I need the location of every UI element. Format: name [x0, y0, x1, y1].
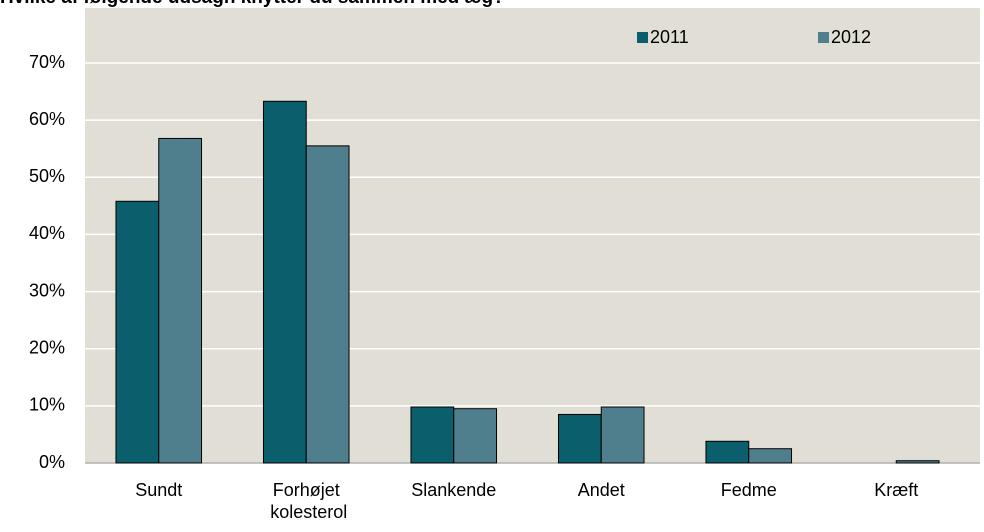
x-tick-label: Andet: [578, 480, 625, 500]
legend-label: 2012: [831, 27, 871, 47]
bar: [453, 408, 498, 464]
bar: [705, 440, 750, 464]
y-tick-label: 70%: [29, 52, 65, 72]
bar: [115, 200, 160, 464]
legend-swatch: [818, 32, 829, 43]
x-tick-label: Sundt: [135, 480, 182, 500]
y-tick-label: 50%: [29, 166, 65, 186]
legend-label: 2011: [650, 27, 689, 47]
y-tick-label: 60%: [29, 109, 65, 129]
chart-title: Hvilke af følgende udsagn knytter du sam…: [0, 0, 505, 8]
x-tick-label: Slankende: [411, 480, 496, 500]
legend-swatch: [637, 32, 648, 43]
bar: [600, 406, 645, 464]
y-tick-label: 40%: [29, 223, 65, 243]
bar: [158, 137, 203, 464]
y-tick-label: 0%: [39, 452, 65, 472]
x-tick-label: Kræft: [874, 480, 918, 500]
y-tick-label: 10%: [29, 395, 65, 415]
plot-background: [85, 8, 980, 463]
x-tick-label: Forhøjet kolesterol: [265, 480, 347, 522]
bar: [557, 413, 602, 464]
bar: [895, 460, 940, 464]
y-tick-label: 20%: [29, 337, 65, 357]
bar: [305, 145, 350, 464]
y-tick-label: 30%: [29, 280, 65, 300]
x-tick-label: Fedme: [721, 480, 777, 500]
bar: [262, 100, 307, 464]
bar: [748, 448, 793, 464]
bar: [410, 406, 455, 464]
